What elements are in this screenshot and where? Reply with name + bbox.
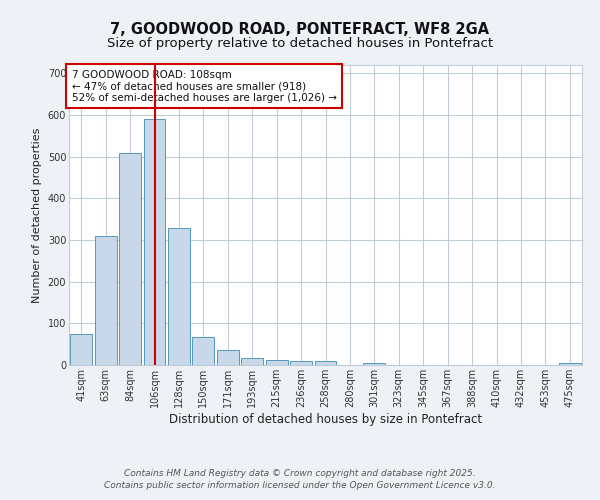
Text: Size of property relative to detached houses in Pontefract: Size of property relative to detached ho… (107, 38, 493, 51)
Bar (119, 152, 141, 365)
Bar (143, 119, 166, 365)
Bar (241, 358, 263, 365)
Text: Contains HM Land Registry data © Crown copyright and database right 2025.: Contains HM Land Registry data © Crown c… (124, 468, 476, 477)
Bar (95, 236, 116, 365)
Bar (314, 361, 337, 365)
Bar (364, 362, 385, 365)
Bar (70, 334, 92, 365)
X-axis label: Distribution of detached houses by size in Pontefract: Distribution of detached houses by size … (169, 412, 482, 426)
Bar (168, 228, 190, 365)
Bar (217, 350, 239, 365)
Text: 7, GOODWOOD ROAD, PONTEFRACT, WF8 2GA: 7, GOODWOOD ROAD, PONTEFRACT, WF8 2GA (110, 22, 490, 38)
Bar (266, 360, 287, 365)
Text: Contains public sector information licensed under the Open Government Licence v3: Contains public sector information licen… (104, 481, 496, 490)
Y-axis label: Number of detached properties: Number of detached properties (32, 128, 42, 302)
Text: 7 GOODWOOD ROAD: 108sqm
← 47% of detached houses are smaller (918)
52% of semi-d: 7 GOODWOOD ROAD: 108sqm ← 47% of detache… (71, 70, 337, 102)
Bar (193, 336, 214, 365)
Bar (559, 364, 581, 365)
Bar (290, 361, 312, 365)
